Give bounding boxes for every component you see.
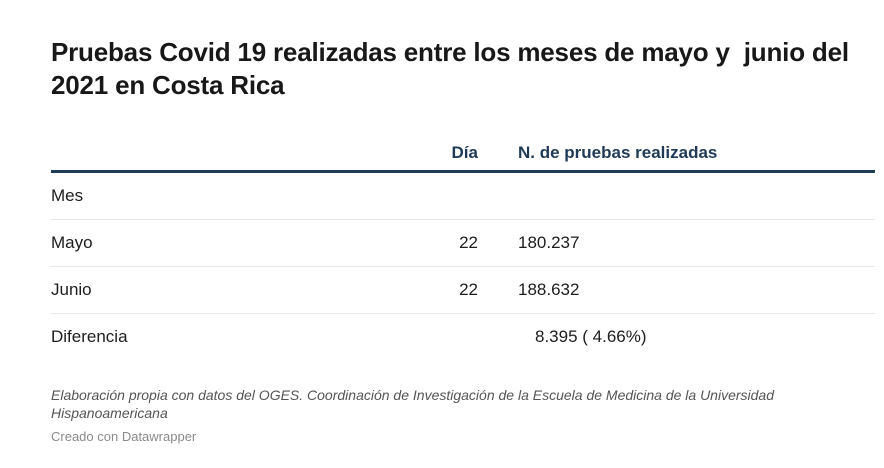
- cell-mes: Diferencia: [51, 327, 128, 346]
- cell-pruebas: 180.237: [478, 219, 875, 267]
- cell-dia: 22: [396, 219, 478, 267]
- table-row: Junio 22 188.632: [51, 266, 875, 314]
- cell-dia: 22: [396, 266, 478, 314]
- column-header-dia[interactable]: Día: [396, 135, 478, 173]
- column-header-pruebas[interactable]: N. de pruebas realizadas: [478, 135, 875, 173]
- cell-dia: [396, 171, 478, 220]
- chart-container: Pruebas Covid 19 realizadas entre los me…: [51, 36, 875, 346]
- cell-pruebas: 188.632: [478, 266, 875, 314]
- cell-pruebas: [478, 171, 875, 220]
- datawrapper-credit[interactable]: Creado con Datawrapper: [51, 429, 197, 444]
- cell-mes: Mayo: [51, 219, 396, 267]
- chart-title: Pruebas Covid 19 realizadas entre los me…: [51, 37, 856, 100]
- table-header-row: Día N. de pruebas realizadas: [51, 135, 875, 173]
- cell-pruebas: 8.395 ( 4.66%): [535, 327, 647, 346]
- column-header-label[interactable]: [51, 135, 396, 173]
- cell-mes: Mes: [51, 171, 396, 220]
- table-row: Mes: [51, 171, 875, 220]
- data-table: Día N. de pruebas realizadas Mes Mayo 22…: [51, 135, 875, 360]
- table-row: Mayo 22 180.237: [51, 219, 875, 267]
- table-row: Diferencia 8.395 ( 4.66%): [51, 314, 875, 361]
- cell-dia: [396, 314, 478, 361]
- source-note: Elaboración propia con datos del OGES. C…: [51, 387, 774, 421]
- cell-mes: Junio: [51, 266, 396, 314]
